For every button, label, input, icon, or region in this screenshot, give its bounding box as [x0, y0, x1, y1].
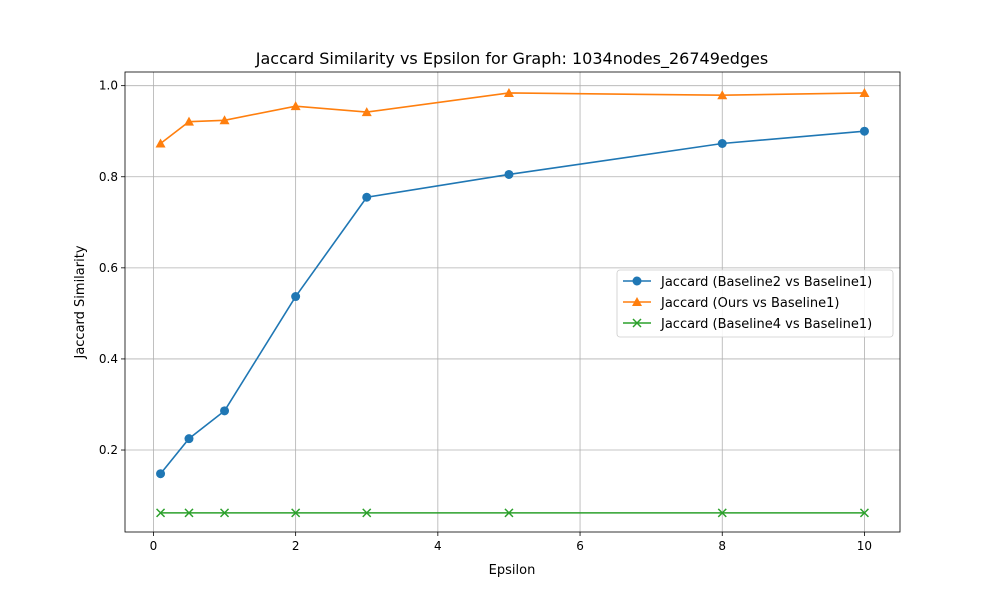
series-3-point: [504, 508, 514, 518]
x-tick: 0: [150, 532, 158, 553]
y-tick-label: 1.0: [99, 79, 118, 93]
legend-entry-2: Jaccard (Ours vs Baseline1): [623, 296, 839, 311]
series-3-point: [291, 508, 301, 518]
series-3-point-stroke: [859, 508, 869, 518]
chart-title: Jaccard Similarity vs Epsilon for Graph:…: [255, 49, 768, 69]
series-2-line: [160, 92, 865, 145]
series-2-point: [361, 107, 372, 117]
series-1-line: [159, 130, 865, 475]
legend-entry-1: Jaccard (Baseline2 vs Baseline1): [623, 275, 872, 290]
series-2-point: [859, 87, 870, 97]
x-tick-label: 8: [718, 539, 726, 553]
series-3-point: [362, 508, 372, 518]
series-3-point-stroke: [504, 508, 514, 518]
series-1: [156, 126, 869, 479]
y-tick-label: 0.2: [99, 443, 118, 457]
legend-label: Jaccard (Ours vs Baseline1): [660, 296, 839, 311]
y-axis-label: Jaccard Similarity: [73, 245, 88, 359]
series-2-point: [717, 90, 728, 100]
series-2-point: [219, 115, 230, 125]
series-3-point-stroke: [717, 508, 727, 518]
x-tick: 8: [718, 532, 726, 553]
series-1-point: [184, 434, 194, 444]
y-tick: 0.4: [99, 352, 125, 366]
y-tick: 1.0: [99, 79, 125, 93]
series-3-point: [156, 508, 166, 518]
legend-swatch-marker-stroke: [632, 318, 642, 328]
legend-swatch-marker: [632, 318, 642, 328]
legend: Jaccard (Baseline2 vs Baseline1) Jaccard …: [616, 269, 894, 338]
series-1-point: [156, 469, 166, 479]
series-3-point: [717, 508, 727, 518]
series-1-point: [717, 139, 727, 149]
x-tick: 2: [292, 532, 300, 553]
legend-entry-3: Jaccard (Baseline4 vs Baseline1): [623, 317, 872, 332]
plot-area-frame: [124, 71, 901, 533]
y-tick-label: 0.4: [99, 352, 118, 366]
y-tick: 0.6: [99, 261, 125, 275]
x-tick: 4: [434, 532, 442, 553]
y-tick-label: 0.6: [99, 261, 118, 275]
series-3-point-stroke: [291, 508, 301, 518]
series-3-point-stroke: [184, 508, 194, 518]
series-3-point: [184, 508, 194, 518]
x-tick-label: 4: [434, 539, 442, 553]
series-1-point: [291, 292, 301, 302]
x-axis-label: Epsilon: [489, 563, 536, 578]
series-3-point-stroke: [220, 508, 230, 518]
series-3-point: [220, 508, 230, 518]
y-tick-label: 0.8: [99, 170, 118, 184]
y-tick: 0.8: [99, 170, 125, 184]
series-1-point: [220, 406, 230, 416]
series-3: [156, 508, 869, 518]
x-tick: 10: [857, 532, 872, 553]
legend-swatch-marker: [632, 297, 642, 306]
x-tick: 6: [576, 532, 584, 553]
x-tick-label: 0: [150, 539, 158, 553]
series-2-point: [183, 116, 194, 126]
y-tick: 0.2: [99, 443, 125, 457]
legend-box: [616, 269, 894, 338]
x-tick-label: 6: [576, 539, 584, 553]
series-1-point: [504, 169, 514, 179]
series-3-point: [859, 508, 869, 518]
x-tick-label: 10: [857, 539, 872, 553]
series-2-point: [290, 101, 301, 111]
plot-series: [155, 87, 870, 518]
x-axis-ticks: 0 2 4 6 8 10: [150, 532, 872, 553]
series-2-point: [155, 138, 166, 148]
legend-label: Jaccard (Baseline4 vs Baseline1): [660, 317, 872, 332]
series-2-point: [503, 87, 514, 97]
x-tick-label: 2: [292, 539, 300, 553]
series-1-point: [859, 126, 869, 136]
series-2: [155, 87, 870, 148]
series-1-point: [362, 192, 372, 202]
y-axis-ticks: 0.2 0.4 0.6 0.8 1.0: [99, 79, 125, 457]
legend-swatch-marker: [632, 276, 642, 286]
series-3-point-stroke: [362, 508, 372, 518]
legend-label: Jaccard (Baseline2 vs Baseline1): [660, 275, 872, 290]
series-3-point-stroke: [156, 508, 166, 518]
